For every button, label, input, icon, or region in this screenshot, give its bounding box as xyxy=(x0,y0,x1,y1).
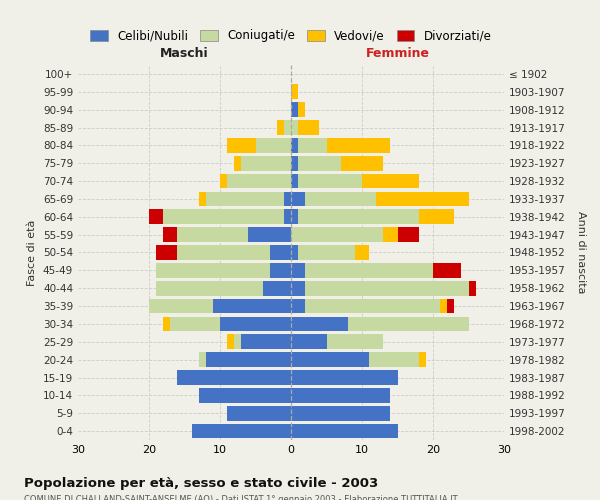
Bar xyxy=(291,156,298,170)
Bar xyxy=(199,192,206,206)
Bar xyxy=(270,263,291,278)
Bar xyxy=(291,316,348,331)
Y-axis label: Anni di nascita: Anni di nascita xyxy=(577,211,586,294)
Bar xyxy=(156,281,263,295)
Bar xyxy=(291,298,305,314)
Bar xyxy=(291,406,391,420)
Bar xyxy=(291,192,305,206)
Bar xyxy=(227,334,234,349)
Bar xyxy=(298,210,419,224)
Bar xyxy=(227,174,291,188)
Bar xyxy=(199,352,206,367)
Bar xyxy=(241,156,291,170)
Bar xyxy=(284,192,291,206)
Bar xyxy=(291,424,398,438)
Bar xyxy=(256,138,291,152)
Bar xyxy=(355,245,369,260)
Bar xyxy=(291,334,326,349)
Bar xyxy=(291,120,298,135)
Bar xyxy=(419,352,426,367)
Bar xyxy=(369,352,419,367)
Bar xyxy=(376,192,469,206)
Bar xyxy=(291,84,298,99)
Bar xyxy=(178,245,270,260)
Bar xyxy=(284,120,291,135)
Bar xyxy=(199,388,291,402)
Bar xyxy=(298,102,305,117)
Bar xyxy=(298,156,341,170)
Bar xyxy=(284,210,291,224)
Bar xyxy=(227,406,291,420)
Bar xyxy=(213,298,291,314)
Bar xyxy=(170,316,220,331)
Bar xyxy=(362,174,419,188)
Bar xyxy=(191,424,291,438)
Bar xyxy=(291,245,298,260)
Bar xyxy=(163,228,178,242)
Bar xyxy=(291,370,398,385)
Bar xyxy=(341,156,383,170)
Bar xyxy=(305,281,469,295)
Bar xyxy=(298,245,355,260)
Bar xyxy=(291,352,369,367)
Bar xyxy=(291,174,298,188)
Bar xyxy=(163,210,284,224)
Bar xyxy=(326,334,383,349)
Bar xyxy=(291,210,298,224)
Bar xyxy=(149,298,213,314)
Bar xyxy=(241,334,291,349)
Bar xyxy=(298,138,326,152)
Bar xyxy=(298,120,319,135)
Text: Maschi: Maschi xyxy=(160,46,209,60)
Bar xyxy=(206,192,284,206)
Bar xyxy=(156,245,178,260)
Bar xyxy=(178,370,291,385)
Bar xyxy=(305,298,440,314)
Bar xyxy=(163,316,170,331)
Bar xyxy=(469,281,476,295)
Bar xyxy=(263,281,291,295)
Bar xyxy=(433,263,461,278)
Legend: Celibi/Nubili, Coniugati/e, Vedovi/e, Divorziati/e: Celibi/Nubili, Coniugati/e, Vedovi/e, Di… xyxy=(87,26,495,46)
Bar xyxy=(298,174,362,188)
Bar xyxy=(383,228,398,242)
Bar xyxy=(440,298,447,314)
Bar xyxy=(270,245,291,260)
Bar xyxy=(156,263,270,278)
Y-axis label: Fasce di età: Fasce di età xyxy=(28,220,37,286)
Bar xyxy=(447,298,454,314)
Bar xyxy=(234,334,241,349)
Bar xyxy=(220,174,227,188)
Bar xyxy=(326,138,391,152)
Bar xyxy=(291,102,298,117)
Text: COMUNE DI CHALLAND-SAINT-ANSELME (AO) - Dati ISTAT 1° gennaio 2003 - Elaborazion: COMUNE DI CHALLAND-SAINT-ANSELME (AO) - … xyxy=(24,495,458,500)
Bar xyxy=(291,281,305,295)
Text: Popolazione per età, sesso e stato civile - 2003: Popolazione per età, sesso e stato civil… xyxy=(24,478,378,490)
Bar xyxy=(348,316,469,331)
Bar xyxy=(398,228,419,242)
Bar xyxy=(277,120,284,135)
Bar xyxy=(234,156,241,170)
Bar xyxy=(291,388,391,402)
Bar xyxy=(305,192,376,206)
Text: Femmine: Femmine xyxy=(365,46,430,60)
Bar xyxy=(291,138,298,152)
Bar xyxy=(419,210,454,224)
Bar xyxy=(227,138,256,152)
Bar xyxy=(291,263,305,278)
Bar xyxy=(178,228,248,242)
Bar xyxy=(149,210,163,224)
Bar xyxy=(305,263,433,278)
Bar xyxy=(248,228,291,242)
Bar xyxy=(206,352,291,367)
Bar xyxy=(291,228,383,242)
Bar xyxy=(220,316,291,331)
